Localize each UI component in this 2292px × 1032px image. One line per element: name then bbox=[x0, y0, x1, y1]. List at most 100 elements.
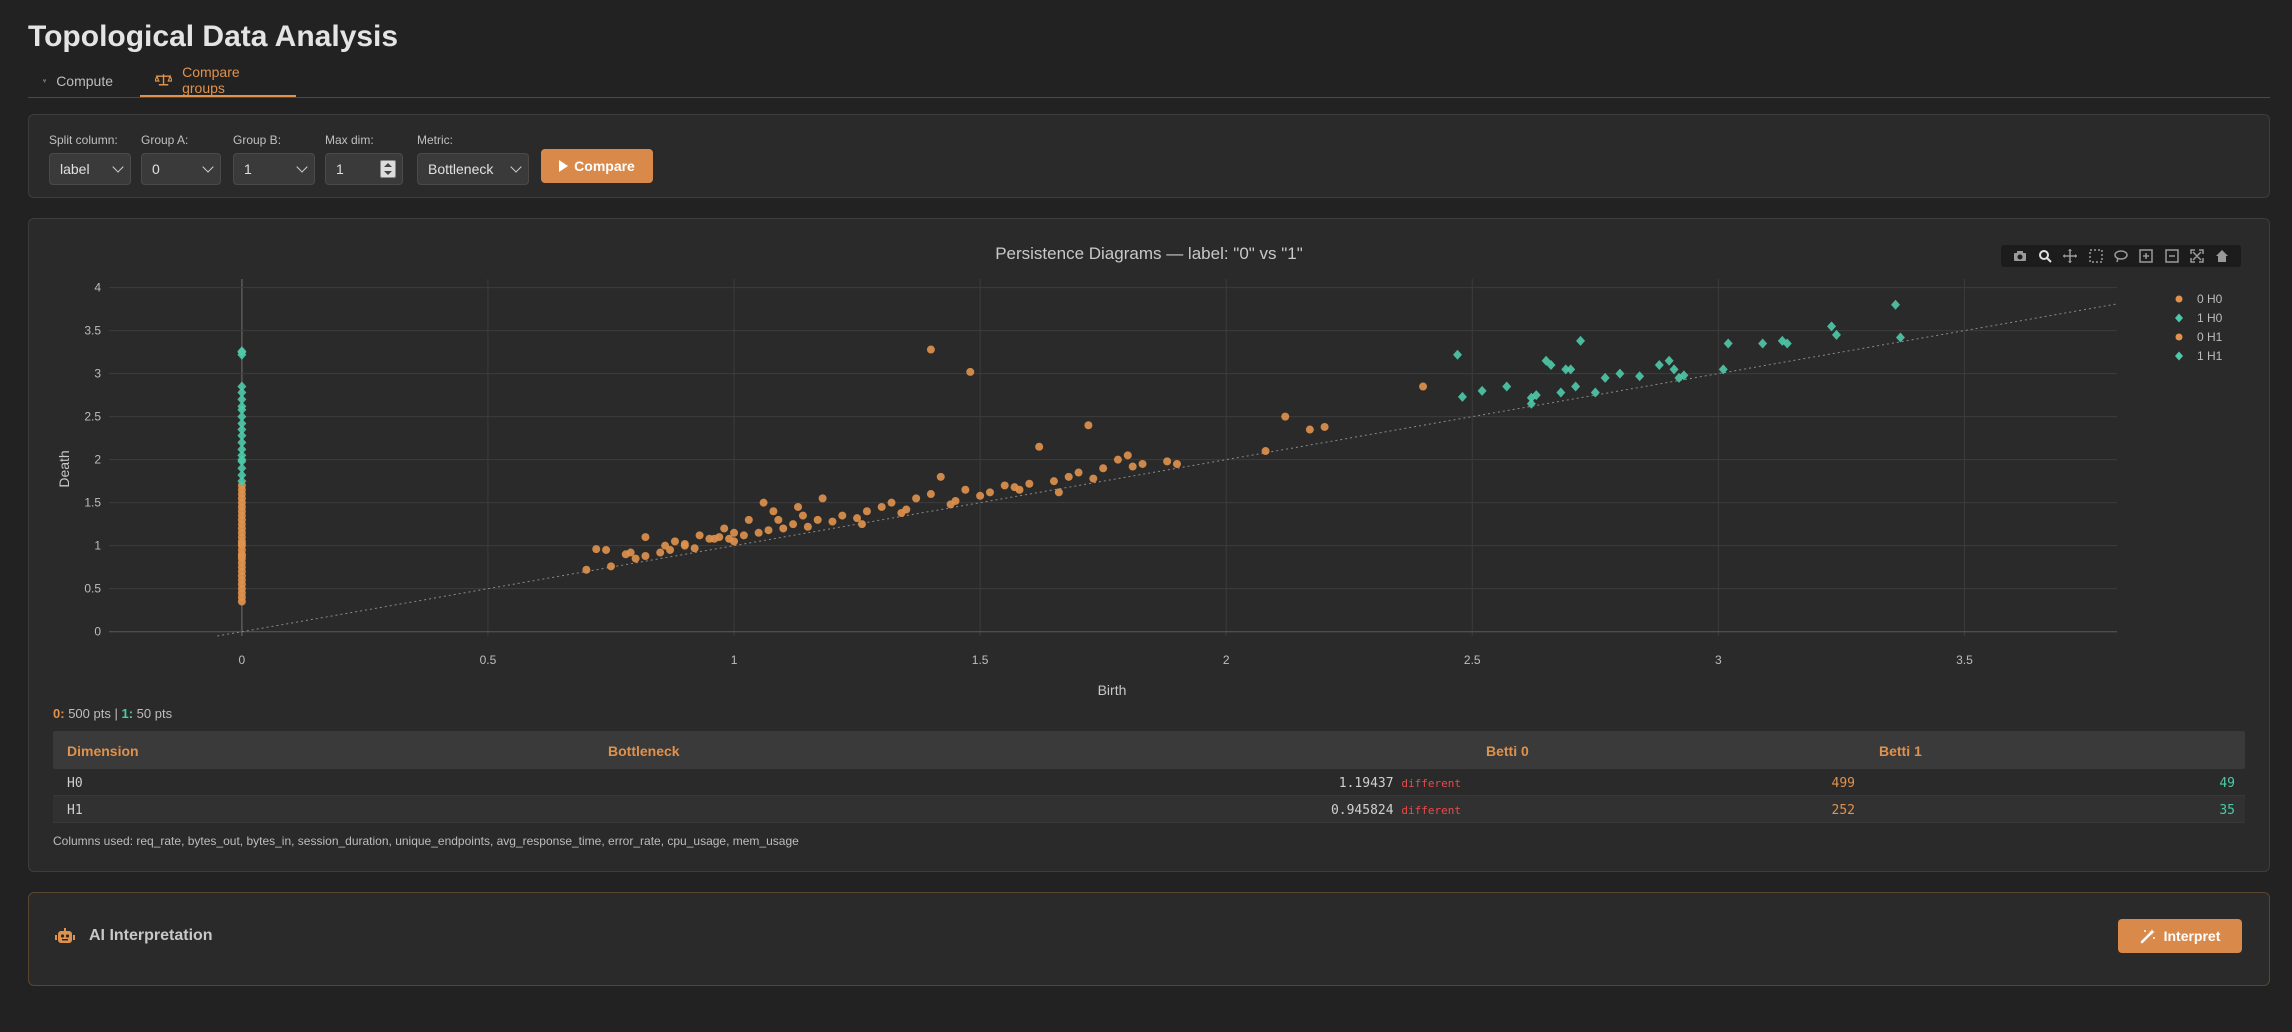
max-dim-input[interactable]: 1 bbox=[325, 153, 403, 185]
comparison-table: Dimension Bottleneck Betti 0 Betti 1 H0 … bbox=[53, 731, 2245, 823]
legend-entry: 1 H0 bbox=[2197, 311, 2223, 325]
data-point bbox=[1064, 472, 1073, 481]
camera-icon[interactable] bbox=[2013, 249, 2027, 263]
data-point bbox=[1782, 338, 1792, 349]
box-select-icon[interactable] bbox=[2088, 249, 2103, 263]
data-point bbox=[1113, 455, 1122, 464]
table-row: H1 0.945824 different 252 35 bbox=[53, 796, 2245, 823]
max-dim-value: 1 bbox=[336, 161, 344, 177]
data-point bbox=[720, 524, 729, 533]
zoom-out-icon[interactable] bbox=[2164, 249, 2179, 263]
column-header-dimension: Dimension bbox=[67, 743, 139, 759]
autoscale-icon[interactable] bbox=[2190, 249, 2204, 263]
data-point bbox=[1831, 329, 1841, 340]
data-point bbox=[641, 533, 650, 542]
legend-entry: 1 H1 bbox=[2197, 349, 2223, 363]
controls-panel: Split column: label Group A: 0 Group B: … bbox=[28, 114, 2270, 198]
x-tick-label: 3 bbox=[1715, 653, 1722, 667]
x-tick-label: 0.5 bbox=[480, 653, 497, 667]
compare-button-label: Compare bbox=[574, 158, 635, 174]
persistence-diagram-chart[interactable]: 0 0.5 1 1.5 2 2.5 3 3.5 0 0.5 1 1.5 2 2.5 3 3.5 4 Persist… bbox=[29, 219, 2269, 699]
data-point bbox=[1891, 299, 1901, 310]
data-point bbox=[853, 514, 862, 523]
magic-wand-icon bbox=[2140, 929, 2155, 944]
data-point bbox=[759, 498, 768, 507]
data-point bbox=[237, 418, 247, 429]
data-point bbox=[237, 454, 247, 465]
table-row: H0 1.19437 different 499 49 bbox=[53, 769, 2245, 796]
data-point bbox=[602, 545, 611, 554]
data-point bbox=[858, 520, 866, 529]
metric-control: Metric: Bottleneck bbox=[417, 133, 529, 185]
split-column-select[interactable]: label bbox=[49, 153, 131, 185]
y-tick-label: 0.5 bbox=[84, 582, 101, 596]
metric-label: Metric: bbox=[417, 133, 453, 147]
table-header: Dimension Bottleneck Betti 0 Betti 1 bbox=[53, 731, 2245, 769]
row-betti-b: 35 bbox=[2219, 803, 2235, 818]
zoom-icon[interactable] bbox=[2038, 249, 2052, 263]
data-point bbox=[1664, 355, 1674, 366]
data-point bbox=[1669, 364, 1679, 375]
data-point bbox=[237, 444, 247, 455]
data-point bbox=[1600, 372, 1610, 383]
data-point bbox=[887, 498, 896, 507]
y-tick-label: 1 bbox=[94, 539, 101, 553]
pan-icon[interactable] bbox=[2063, 249, 2078, 263]
data-point bbox=[631, 554, 640, 563]
data-point bbox=[1679, 370, 1689, 381]
count-separator: | bbox=[114, 706, 118, 721]
data-point bbox=[656, 548, 665, 557]
interpret-button[interactable]: Interpret bbox=[2118, 919, 2242, 953]
data-point bbox=[798, 511, 807, 520]
data-point bbox=[1000, 481, 1009, 490]
compare-button[interactable]: Compare bbox=[541, 149, 653, 183]
data-point bbox=[936, 472, 945, 481]
row-distance-value: 1.19437 bbox=[1338, 776, 1394, 791]
group-a-select[interactable]: 0 bbox=[141, 153, 221, 185]
data-point bbox=[1025, 479, 1034, 488]
tab-compare-groups[interactable]: Compare groups bbox=[140, 64, 296, 97]
data-point bbox=[1457, 391, 1467, 402]
y-tick-label: 2.5 bbox=[84, 410, 101, 424]
row-dimension: H0 bbox=[67, 776, 83, 791]
row-betti-b: 49 bbox=[2219, 776, 2235, 791]
group-a-count: 500 pts bbox=[68, 706, 111, 721]
data-point bbox=[744, 515, 753, 524]
group-b-select[interactable]: 1 bbox=[233, 153, 315, 185]
data-point bbox=[725, 534, 734, 543]
x-tick-label: 0 bbox=[239, 653, 246, 667]
chart-panel: 0 0.5 1 1.5 2 2.5 3 3.5 0 0.5 1 1.5 2 2.5 3 3.5 4 Persist… bbox=[28, 218, 2270, 872]
data-point bbox=[237, 387, 247, 398]
data-point bbox=[690, 544, 699, 553]
data-point bbox=[237, 394, 247, 405]
data-point bbox=[1502, 381, 1512, 392]
robot-icon bbox=[55, 928, 75, 943]
data-point bbox=[976, 491, 985, 500]
data-point bbox=[1172, 459, 1181, 468]
reset-axes-icon[interactable] bbox=[2215, 249, 2229, 263]
data-point bbox=[794, 502, 803, 511]
data-point bbox=[1261, 447, 1270, 456]
tab-compute[interactable]: Compute bbox=[28, 64, 128, 97]
zoom-in-icon[interactable] bbox=[2139, 249, 2154, 263]
metric-select[interactable]: Bottleneck bbox=[417, 153, 529, 185]
data-point bbox=[1654, 360, 1664, 371]
data-point bbox=[695, 531, 704, 540]
y-tick-label: 3.5 bbox=[84, 324, 101, 338]
data-point bbox=[1635, 371, 1645, 382]
diagonal-line bbox=[217, 303, 2118, 637]
data-point bbox=[862, 507, 871, 516]
data-point bbox=[582, 565, 591, 574]
x-axis-label: Birth bbox=[1098, 682, 1127, 698]
data-point bbox=[1566, 364, 1576, 375]
lasso-select-icon[interactable] bbox=[2114, 249, 2128, 263]
data-point bbox=[626, 548, 635, 557]
data-point bbox=[1590, 387, 1600, 398]
data-point bbox=[1615, 368, 1625, 379]
data-point bbox=[1099, 464, 1108, 473]
chevron-down-icon bbox=[296, 161, 308, 173]
number-stepper-icon[interactable] bbox=[380, 160, 396, 178]
data-point bbox=[1453, 349, 1463, 360]
data-point bbox=[1571, 381, 1581, 392]
data-point bbox=[237, 539, 246, 548]
